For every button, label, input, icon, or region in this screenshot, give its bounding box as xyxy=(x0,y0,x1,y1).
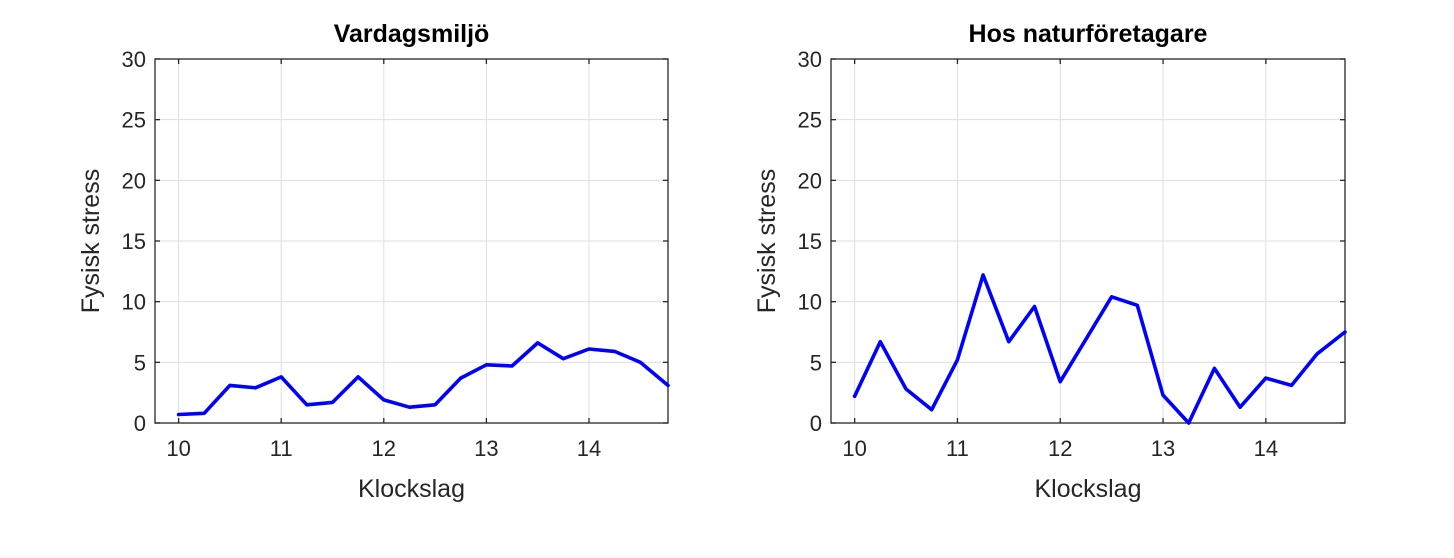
y-tick-label: 15 xyxy=(122,229,146,254)
x-tick-label: 13 xyxy=(474,436,498,461)
y-tick-label: 10 xyxy=(122,290,146,315)
y-tick-label: 25 xyxy=(122,108,146,133)
series-line xyxy=(852,273,1347,425)
chart-panel-vardagsmiljo: 10 11 12 13 14 0 5 10 15 20 25 30 Vardagsmiljö Klocks… xyxy=(77,20,670,503)
x-tick-label: 13 xyxy=(1151,436,1175,461)
y-axis-label: Fysisk stress xyxy=(753,169,781,313)
chart-panel-hos-naturforetagare: 10 11 12 13 14 0 5 10 15 20 25 30 Hos naturföretagar… xyxy=(753,20,1347,503)
y-tick-label: 10 xyxy=(798,290,822,315)
x-tick-label: 14 xyxy=(577,436,601,461)
y-tick-label: 30 xyxy=(798,47,822,72)
x-axis-label: Klockslag xyxy=(1035,475,1142,503)
y-tick-label: 5 xyxy=(134,350,146,375)
y-tick-label: 20 xyxy=(798,168,822,193)
x-tick-label: 11 xyxy=(946,436,969,461)
y-tick-label: 0 xyxy=(810,411,822,436)
y-tick-label: 20 xyxy=(122,168,146,193)
chart-title: Vardagsmiljö xyxy=(334,20,490,48)
y-tick-label: 5 xyxy=(810,350,822,375)
y-tick-label: 30 xyxy=(122,47,146,72)
x-axis-label: Klockslag xyxy=(358,475,465,503)
x-tick-label: 10 xyxy=(166,436,190,461)
x-tick-label: 14 xyxy=(1254,436,1278,461)
y-axis-label: Fysisk stress xyxy=(77,169,105,313)
y-tick-label: 15 xyxy=(798,229,822,254)
y-tick-label: 0 xyxy=(134,411,146,436)
x-tick-label: 12 xyxy=(1048,436,1072,461)
series-line xyxy=(176,341,670,417)
x-tick-label: 12 xyxy=(372,436,396,461)
x-tick-label: 10 xyxy=(842,436,866,461)
chart-title: Hos naturföretagare xyxy=(969,20,1208,48)
x-tick-label: 11 xyxy=(270,436,293,461)
y-tick-label: 25 xyxy=(798,108,822,133)
